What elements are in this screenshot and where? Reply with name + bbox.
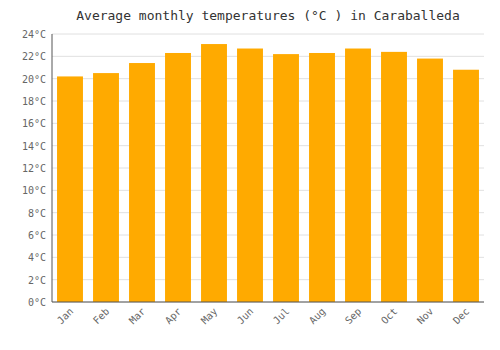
- x-tick-label: Jul: [271, 306, 292, 327]
- x-tick-label: Jun: [235, 306, 256, 327]
- bar: [165, 53, 191, 302]
- y-tick-label: 2°C: [28, 275, 46, 286]
- y-axis: 0°C 2°C 4°C 6°C 8°C 10°C 12°C 14°C 16°C 18°C 20°C 2…: [22, 29, 484, 308]
- y-tick-label: 10°C: [22, 185, 46, 196]
- y-tick-label: 12°C: [22, 163, 46, 174]
- chart: Average monthly temperatures (°C ) in Ca…: [0, 0, 500, 350]
- bars: [57, 44, 479, 302]
- y-tick-label: 22°C: [22, 51, 46, 62]
- x-tick-label: Dec: [451, 306, 472, 327]
- x-tick-label: Aug: [307, 306, 328, 327]
- bar: [57, 76, 83, 302]
- bar: [417, 59, 443, 302]
- x-tick-label: Feb: [91, 306, 112, 327]
- bar: [381, 52, 407, 302]
- x-tick-label: Oct: [379, 306, 400, 327]
- y-tick-label: 14°C: [22, 141, 46, 152]
- y-tick-label: 4°C: [28, 252, 46, 263]
- y-tick-label: 16°C: [22, 118, 46, 129]
- grid-line: [52, 34, 484, 35]
- x-tick-label: May: [199, 306, 220, 327]
- grid-line: [52, 56, 484, 57]
- y-tick-label: 24°C: [22, 29, 46, 40]
- bar: [237, 49, 263, 302]
- y-tick-label: 0°C: [28, 297, 46, 308]
- x-tick-label: Nov: [415, 306, 436, 327]
- x-axis-line: [52, 302, 484, 303]
- x-tick-label: Apr: [163, 306, 184, 327]
- y-tick-label: 8°C: [28, 208, 46, 219]
- y-tick-label: 18°C: [22, 96, 46, 107]
- bar: [273, 54, 299, 302]
- y-tick-label: 20°C: [22, 74, 46, 85]
- x-tick-label: Jan: [55, 306, 76, 327]
- bar: [309, 53, 335, 302]
- bar: [129, 63, 155, 302]
- title: Average monthly temperatures (°C ) in Ca…: [76, 8, 460, 23]
- bar: [93, 73, 119, 302]
- grid-line: [52, 302, 484, 303]
- x-axis: Jan Feb Mar Apr May Jun Jul Aug Sep Oct Nov Dec: [55, 306, 472, 327]
- bar: [201, 44, 227, 302]
- bar: [345, 49, 371, 302]
- x-tick-label: Mar: [127, 306, 148, 327]
- x-tick-label: Sep: [343, 306, 364, 327]
- y-tick-label: 6°C: [28, 230, 46, 241]
- y-axis-line: [52, 34, 53, 302]
- bar: [453, 70, 479, 302]
